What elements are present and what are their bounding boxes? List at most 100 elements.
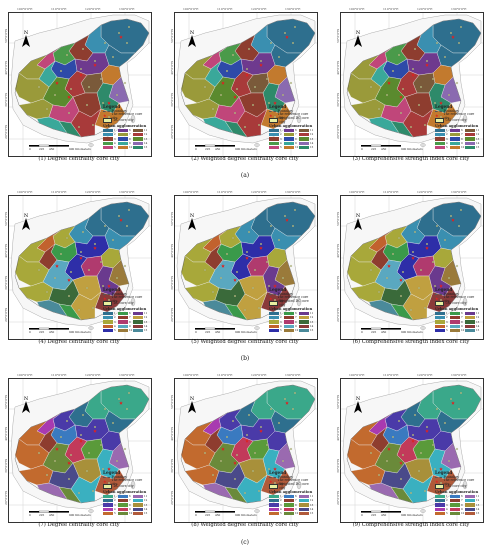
- city-point: [377, 290, 380, 293]
- boundary-swatch: [269, 476, 276, 478]
- city-point: [281, 93, 284, 96]
- legend-ua-item: 4: [103, 141, 118, 145]
- ua-swatch: [465, 133, 475, 137]
- city-point: [269, 42, 272, 45]
- scale-bar: 0 225 450 900 Kilometers: [361, 144, 423, 151]
- legend-ua-item: 13: [465, 137, 480, 141]
- ua-swatch: [103, 145, 113, 150]
- island-taiwan: [296, 114, 302, 124]
- ua-number: 5: [446, 329, 448, 333]
- reference-core-city-star: [451, 35, 455, 39]
- legend-ua-item: 4: [103, 507, 118, 511]
- ua-number: 8: [129, 503, 131, 507]
- ua-number: 12: [144, 499, 148, 503]
- reference-core-city-star: [411, 256, 415, 260]
- ua-number: 13: [476, 137, 480, 141]
- reference-core-city-star: [259, 429, 263, 433]
- city-point: [247, 47, 250, 50]
- scale-segment: [49, 328, 69, 330]
- city-point: [123, 447, 126, 450]
- legend-ua-grid: 1 6 11 2 7 12 3 8 13 4 9 14 5 10 15: [435, 311, 481, 333]
- city-point: [204, 451, 207, 454]
- legend-ua-item: 7: [118, 133, 133, 137]
- ua-swatch: [269, 499, 279, 503]
- legend-ua-item: 10: [450, 511, 465, 516]
- scale-segment: [49, 511, 69, 513]
- longitude-tick-label: 130°0'0"E: [451, 373, 467, 377]
- city-point: [265, 77, 268, 80]
- legend-ua-item: 4: [269, 141, 284, 145]
- ua-number: 12: [476, 133, 480, 137]
- legend-item-boundary: Boundary: [103, 109, 149, 114]
- legend-ua-item: 15: [465, 145, 480, 150]
- ua-number: 2: [446, 133, 448, 137]
- city-point: [233, 294, 236, 297]
- city-point: [423, 306, 426, 309]
- ua-number: 2: [114, 133, 116, 137]
- legend-boundary-label: Boundary: [443, 109, 460, 114]
- scale-label: 900 Kilometers: [235, 513, 257, 517]
- ua-number: 9: [129, 507, 131, 511]
- map-canvas: [175, 196, 317, 339]
- ua-number: 7: [129, 133, 131, 137]
- city-point: [443, 238, 446, 241]
- ua-number: 13: [310, 137, 314, 141]
- legend-ua-item: 13: [299, 503, 314, 507]
- city-point: [225, 69, 228, 72]
- city-point: [81, 230, 84, 233]
- legend-ua-grid: 1 6 11 2 7 12 3 8 13 4 9 14 5 10 15: [103, 128, 149, 150]
- ua-number: 7: [129, 316, 131, 320]
- ua-swatch: [103, 511, 113, 516]
- ua-number: 4: [280, 507, 282, 511]
- legend-item-reference: ★ The reference core city: [103, 295, 149, 303]
- map-legend: Legend Boundary ★ The reference core city We…: [269, 287, 315, 335]
- ua-number: 12: [310, 133, 314, 137]
- ua-number: 4: [280, 324, 282, 328]
- legend-ua-item: 2: [103, 316, 118, 320]
- north-arrow-icon: N: [354, 213, 362, 230]
- ua-swatch: [103, 316, 113, 320]
- city-point: [433, 101, 436, 104]
- scale-segment: [215, 145, 235, 147]
- reference-core-city-star: [387, 264, 391, 268]
- ua-number: 4: [446, 141, 448, 145]
- city-point: [38, 268, 41, 271]
- legend-ua-item: 12: [133, 316, 148, 320]
- ua-number: 12: [144, 316, 148, 320]
- core-city-swatch: [269, 117, 278, 123]
- ua-number: 13: [144, 503, 148, 507]
- ua-swatch: [133, 133, 143, 137]
- legend-core-city-label: Weighted DC core city: [279, 116, 309, 125]
- legend-ua-item: 9: [450, 141, 465, 145]
- ua-number: 2: [114, 316, 116, 320]
- ua-number: 8: [295, 503, 297, 507]
- ua-swatch: [284, 128, 294, 133]
- map-canvas: [9, 379, 151, 522]
- legend-ua-item: 6: [118, 494, 133, 499]
- ua-number: 14: [310, 141, 314, 145]
- ua-swatch: [284, 494, 294, 499]
- reference-core-city-star: [451, 401, 455, 405]
- legend-item-boundary: Boundary: [269, 475, 315, 480]
- legend-ua-item: 1: [435, 128, 450, 133]
- ua-swatch: [465, 324, 475, 328]
- city-point: [219, 93, 222, 96]
- ua-swatch: [118, 316, 128, 320]
- map-legend: Legend Boundary ★ The reference core city CS…: [435, 470, 481, 518]
- city-point: [439, 481, 442, 484]
- ua-number: 11: [310, 311, 314, 315]
- ua-number: 7: [461, 499, 463, 503]
- ua-swatch: [435, 141, 445, 145]
- legend-reference-label: The reference core city: [111, 477, 143, 486]
- legend-ua-item: 3: [103, 320, 118, 324]
- reference-core-city-star: [55, 81, 59, 85]
- ua-swatch: [465, 494, 475, 499]
- city-point: [111, 238, 114, 241]
- longitude-tick-label: 130°0'0"E: [119, 7, 135, 11]
- city-point: [293, 392, 296, 395]
- legend-item-core-city: DC core city: [103, 117, 149, 123]
- city-point: [425, 242, 428, 245]
- legend-ua-item: 9: [284, 324, 299, 328]
- island-hainan: [254, 326, 260, 330]
- map-legend: Legend Boundary ★ The reference core city We…: [269, 470, 315, 518]
